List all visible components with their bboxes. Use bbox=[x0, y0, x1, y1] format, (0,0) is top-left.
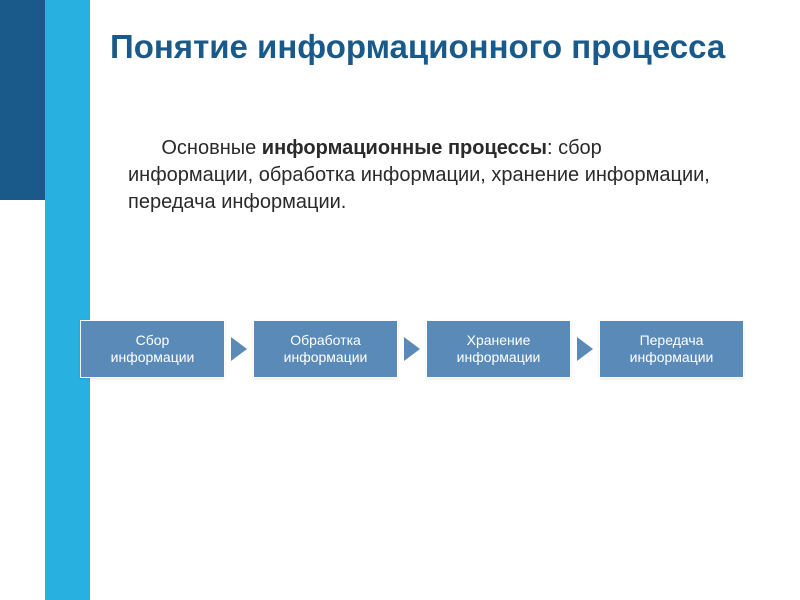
paragraph-indent bbox=[128, 137, 161, 159]
page-title: Понятие информационного процесса bbox=[110, 28, 725, 66]
flow-node-transfer: Передача информации bbox=[599, 320, 744, 378]
sidebar-accent-light bbox=[45, 0, 90, 600]
paragraph-prefix: Основные bbox=[161, 137, 261, 159]
arrow-icon bbox=[577, 337, 593, 361]
flow-node-process: Обработка информации bbox=[253, 320, 398, 378]
body-paragraph: Основные информационные процессы: сбор и… bbox=[128, 135, 728, 216]
arrow-icon bbox=[231, 337, 247, 361]
sidebar-accent-dark bbox=[0, 0, 45, 200]
flow-node-line1: Сбор bbox=[136, 332, 170, 350]
flow-node-line2: информации bbox=[284, 349, 368, 367]
flow-node-line1: Обработка bbox=[290, 332, 361, 350]
flow-node-collect: Сбор информации bbox=[80, 320, 225, 378]
flow-node-line2: информации bbox=[630, 349, 714, 367]
arrow-icon bbox=[404, 337, 420, 361]
flow-node-line1: Хранение bbox=[467, 332, 531, 350]
process-flow: Сбор информации Обработка информации Хра… bbox=[80, 320, 744, 378]
flow-node-line1: Передача bbox=[640, 332, 704, 350]
flow-node-store: Хранение информации bbox=[426, 320, 571, 378]
paragraph-bold: информационные процессы bbox=[262, 137, 547, 159]
flow-node-line2: информации bbox=[457, 349, 541, 367]
flow-node-line2: информации bbox=[111, 349, 195, 367]
